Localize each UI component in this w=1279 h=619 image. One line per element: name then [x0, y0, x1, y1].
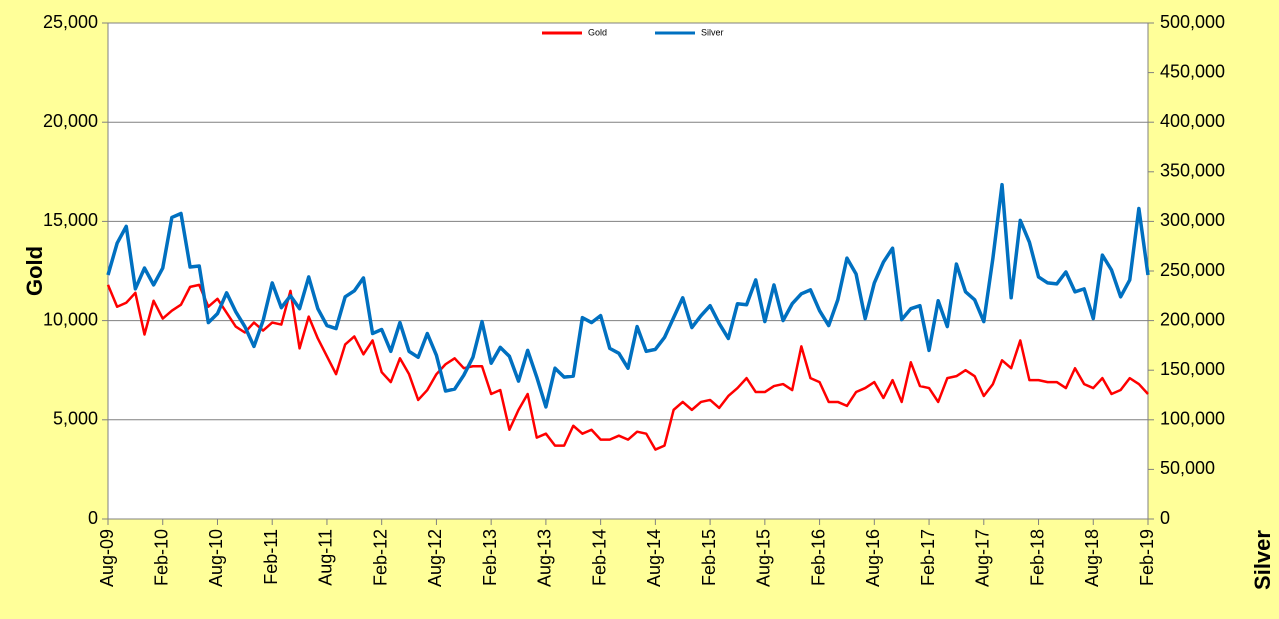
- y2-tick-label: 100,000: [1160, 409, 1225, 429]
- y2-tick-label: 450,000: [1160, 61, 1225, 81]
- x-tick-label: Feb-13: [480, 529, 500, 586]
- y-tick-label: 10,000: [43, 309, 98, 329]
- x-tick-label: Aug-09: [97, 529, 117, 587]
- legend-label: Gold: [588, 27, 607, 37]
- y2-tick-label: 250,000: [1160, 260, 1225, 280]
- x-tick-label: Aug-16: [863, 529, 883, 587]
- y2-tick-label: 150,000: [1160, 359, 1225, 379]
- legend-label: Silver: [701, 27, 724, 37]
- x-tick-label: Aug-11: [316, 529, 336, 586]
- x-tick-label: Aug-12: [425, 529, 445, 587]
- x-tick-label: Feb-14: [589, 529, 609, 586]
- x-tick-label: Feb-15: [699, 529, 719, 586]
- x-tick-label: Aug-13: [535, 529, 555, 587]
- y2-tick-label: 0: [1160, 508, 1170, 528]
- y2-tick-label: 400,000: [1160, 111, 1225, 131]
- y2-tick-label: 200,000: [1160, 309, 1225, 329]
- y2-axis-label: Silver: [1250, 530, 1275, 590]
- x-tick-label: Feb-17: [918, 529, 938, 586]
- x-tick-label: Feb-19: [1137, 529, 1157, 586]
- y2-tick-label: 50,000: [1160, 458, 1215, 478]
- plot-area: [108, 23, 1148, 519]
- y-tick-label: 25,000: [43, 12, 98, 32]
- series-line: [106, 182, 1150, 409]
- x-tick-label: Feb-12: [370, 529, 390, 586]
- y-tick-label: 5,000: [53, 409, 98, 429]
- y-tick-label: 20,000: [43, 111, 98, 131]
- x-tick-label: Feb-10: [151, 529, 171, 586]
- x-tick-label: Aug-18: [1082, 529, 1102, 587]
- y-tick-label: 15,000: [43, 210, 98, 230]
- x-tick-label: Feb-18: [1027, 529, 1047, 586]
- x-tick-label: Aug-10: [206, 529, 226, 587]
- x-tick-label: Aug-15: [754, 529, 774, 587]
- y2-tick-label: 350,000: [1160, 161, 1225, 181]
- y2-tick-label: 300,000: [1160, 210, 1225, 230]
- series-line: [106, 283, 1149, 451]
- y-tick-label: 0: [88, 508, 98, 528]
- x-tick-label: Aug-14: [644, 529, 664, 587]
- y2-tick-label: 500,000: [1160, 12, 1225, 32]
- y-axis-label: Gold: [22, 246, 47, 296]
- x-tick-label: Aug-17: [973, 529, 993, 587]
- x-tick-label: Feb-16: [808, 529, 828, 586]
- x-tick-label: Feb-11: [261, 529, 281, 585]
